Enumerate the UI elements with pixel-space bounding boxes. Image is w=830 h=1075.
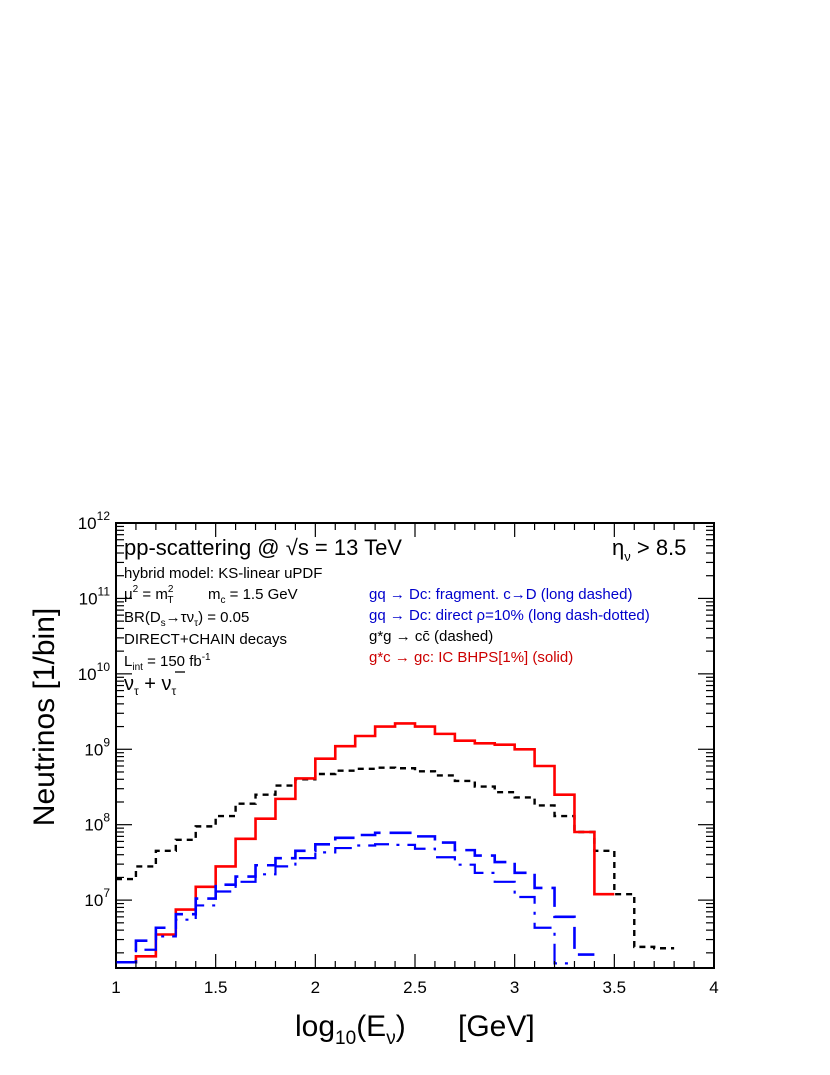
y-tick-label: 109 (84, 735, 110, 759)
x-axis-label: log10(Eν) (295, 1010, 406, 1049)
series-line-2 (116, 831, 595, 964)
model-label: hybrid model: KS-linear uPDF (124, 565, 322, 582)
y-tick-label: 108 (84, 811, 110, 835)
x-tick-label: 3.5 (603, 978, 627, 997)
series-line-3 (116, 843, 575, 965)
x-tick-label: 1 (111, 978, 120, 997)
legend-entry-fragment: gq → Dc: fragment. c→D (long dashed) (369, 586, 632, 603)
luminosity-label: Lint = 150 fb-1 (124, 652, 211, 673)
neutrino-species-label: ντ + ντ (124, 673, 177, 698)
x-tick-label: 3 (510, 978, 519, 997)
series-line-1 (116, 722, 615, 964)
decays-label: DIRECT+CHAIN decays (124, 631, 287, 648)
y-axis-label: Neutrinos [1/bin] (28, 608, 61, 826)
y-tick-label: 1010 (78, 660, 111, 684)
chart-title: pp-scattering @ √s = 13 TeV (124, 535, 402, 560)
x-tick-label: 2.5 (403, 978, 427, 997)
y-tick-label: 1012 (78, 509, 111, 533)
branching-ratio-label: BR(Ds→τντ) = 0.05 (124, 609, 249, 629)
legend-entry-ic: g*c → gc: IC BHPS[1%] (solid) (369, 649, 573, 666)
y-tick-label: 107 (84, 886, 110, 910)
y-tick-label: 1011 (79, 584, 111, 608)
x-axis-unit: [GeV] (458, 1010, 535, 1043)
scale-label: μ2 = m2 T (124, 584, 174, 606)
x-tick-label: 2 (311, 978, 320, 997)
x-tick-label: 1.5 (204, 978, 228, 997)
eta-cut-label: ην > 8.5 (612, 535, 686, 564)
legend: gq → Dc: fragment. c→D (long dashed) gq … (369, 586, 650, 666)
legend-entry-direct: gq → Dc: direct ρ=10% (long dash-dotted) (369, 607, 650, 624)
mass-label: mc = 1.5 GeV (208, 586, 298, 606)
x-tick-label: 4 (709, 978, 718, 997)
series-line-0 (116, 766, 675, 950)
legend-entry-gg: g*g → cc̄ (dashed) (369, 628, 493, 645)
